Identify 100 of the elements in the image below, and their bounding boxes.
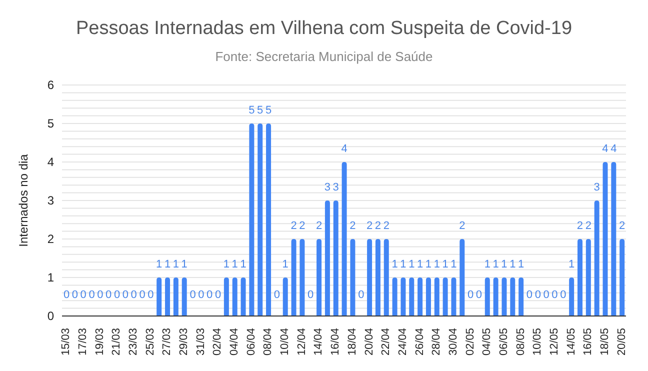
data-label: 0 [106, 289, 112, 301]
x-tick-label: 17/03 [77, 328, 90, 356]
data-label: 2 [459, 220, 466, 232]
bar [258, 124, 263, 316]
x-tick-label: 27/03 [161, 328, 174, 356]
data-label: 1 [400, 258, 406, 270]
data-label: 1 [392, 258, 398, 270]
chart-subtitle: Fonte: Secretaria Municipal de Saúde [214, 49, 434, 64]
data-label: 4 [610, 143, 617, 155]
y-tick-label: 1 [47, 270, 54, 284]
bar [502, 278, 507, 316]
bar [165, 278, 170, 316]
x-tick-label: 02/05 [464, 328, 476, 356]
bar [291, 239, 296, 316]
data-label: 0 [552, 289, 558, 301]
data-label: 0 [467, 289, 474, 301]
bar [249, 124, 254, 316]
bar [384, 239, 389, 316]
data-label: 2 [619, 220, 626, 232]
data-label: 1 [172, 258, 179, 270]
y-tick-label: 6 [47, 78, 54, 92]
bar [224, 278, 229, 316]
bar [484, 278, 490, 316]
data-label: 0 [97, 289, 104, 301]
bar [316, 239, 322, 316]
data-label: 1 [223, 258, 230, 270]
data-label: 0 [114, 289, 120, 301]
x-tick-label: 06/04 [245, 328, 258, 356]
x-tick-label: 31/03 [194, 328, 207, 356]
x-tick-label: 12/05 [548, 328, 560, 356]
data-label: 0 [534, 289, 541, 301]
data-label: 2 [299, 220, 306, 232]
x-tick-label: 18/05 [598, 328, 611, 356]
x-tick-label: 20/04 [363, 328, 376, 356]
x-tick-label: 29/03 [178, 328, 190, 356]
bar [240, 278, 246, 316]
data-label: 0 [206, 289, 213, 301]
data-label: 0 [72, 289, 78, 301]
y-axis-title: Internados no dia [16, 154, 30, 247]
data-label: 4 [602, 143, 608, 155]
data-label: 0 [274, 289, 280, 301]
bar [342, 162, 347, 316]
x-tick-label: 14/05 [565, 328, 578, 356]
y-tick-label: 4 [47, 155, 54, 169]
data-label: 1 [518, 258, 524, 270]
data-label: 1 [416, 258, 424, 270]
x-tick-label: 10/04 [279, 328, 292, 356]
bar [620, 239, 625, 316]
x-tick-label: 24/04 [396, 328, 409, 356]
data-label: 0 [148, 289, 154, 301]
data-label: 2 [290, 220, 297, 232]
chart-title: Pessoas Internadas em Vilhena com Suspeita de Covid-19 [74, 18, 574, 40]
y-tick-label: 5 [47, 116, 54, 130]
data-label: 1 [156, 258, 162, 270]
data-label: 0 [214, 289, 222, 301]
bar [426, 278, 431, 316]
bar [586, 239, 591, 316]
data-label: 5 [248, 104, 255, 116]
bar [442, 278, 448, 316]
data-label: 1 [501, 258, 508, 270]
bar [266, 124, 272, 316]
bar [333, 200, 338, 316]
data-label: 1 [442, 258, 448, 270]
bar [375, 239, 380, 316]
data-label: 3 [594, 182, 600, 194]
bar [400, 278, 406, 316]
data-label: 1 [282, 258, 288, 270]
x-tick-label: 22/04 [380, 328, 392, 356]
x-tick-label: 04/05 [481, 328, 494, 356]
data-label: 1 [164, 258, 171, 270]
data-label: 2 [374, 220, 382, 232]
data-label: 2 [366, 220, 373, 232]
bar [392, 278, 398, 316]
bar [602, 162, 608, 316]
bar [611, 162, 616, 316]
bar [493, 278, 498, 316]
bar [173, 278, 178, 316]
data-label: 0 [122, 289, 128, 301]
x-tick-label: 10/05 [532, 328, 544, 356]
data-label: 1 [425, 258, 432, 270]
bar [418, 278, 423, 316]
data-label: 2 [576, 220, 584, 232]
data-label: 1 [232, 258, 238, 270]
bar [569, 278, 574, 316]
data-label: 4 [341, 143, 348, 155]
x-tick-label: 25/03 [144, 328, 156, 356]
bar [577, 239, 582, 316]
x-tick-label: 20/05 [616, 328, 628, 356]
data-label: 1 [492, 258, 499, 270]
data-label: 2 [316, 220, 322, 232]
data-label: 3 [332, 182, 339, 194]
data-label: 0 [88, 289, 95, 301]
data-label: 0 [526, 289, 533, 301]
y-tick-label: 3 [47, 194, 54, 208]
data-label: 2 [585, 220, 592, 232]
x-tick-label: 28/04 [430, 328, 443, 356]
data-label: 0 [476, 289, 482, 301]
data-label: 3 [324, 182, 331, 194]
data-label: 0 [190, 289, 196, 301]
x-tick-label: 30/04 [447, 328, 460, 356]
